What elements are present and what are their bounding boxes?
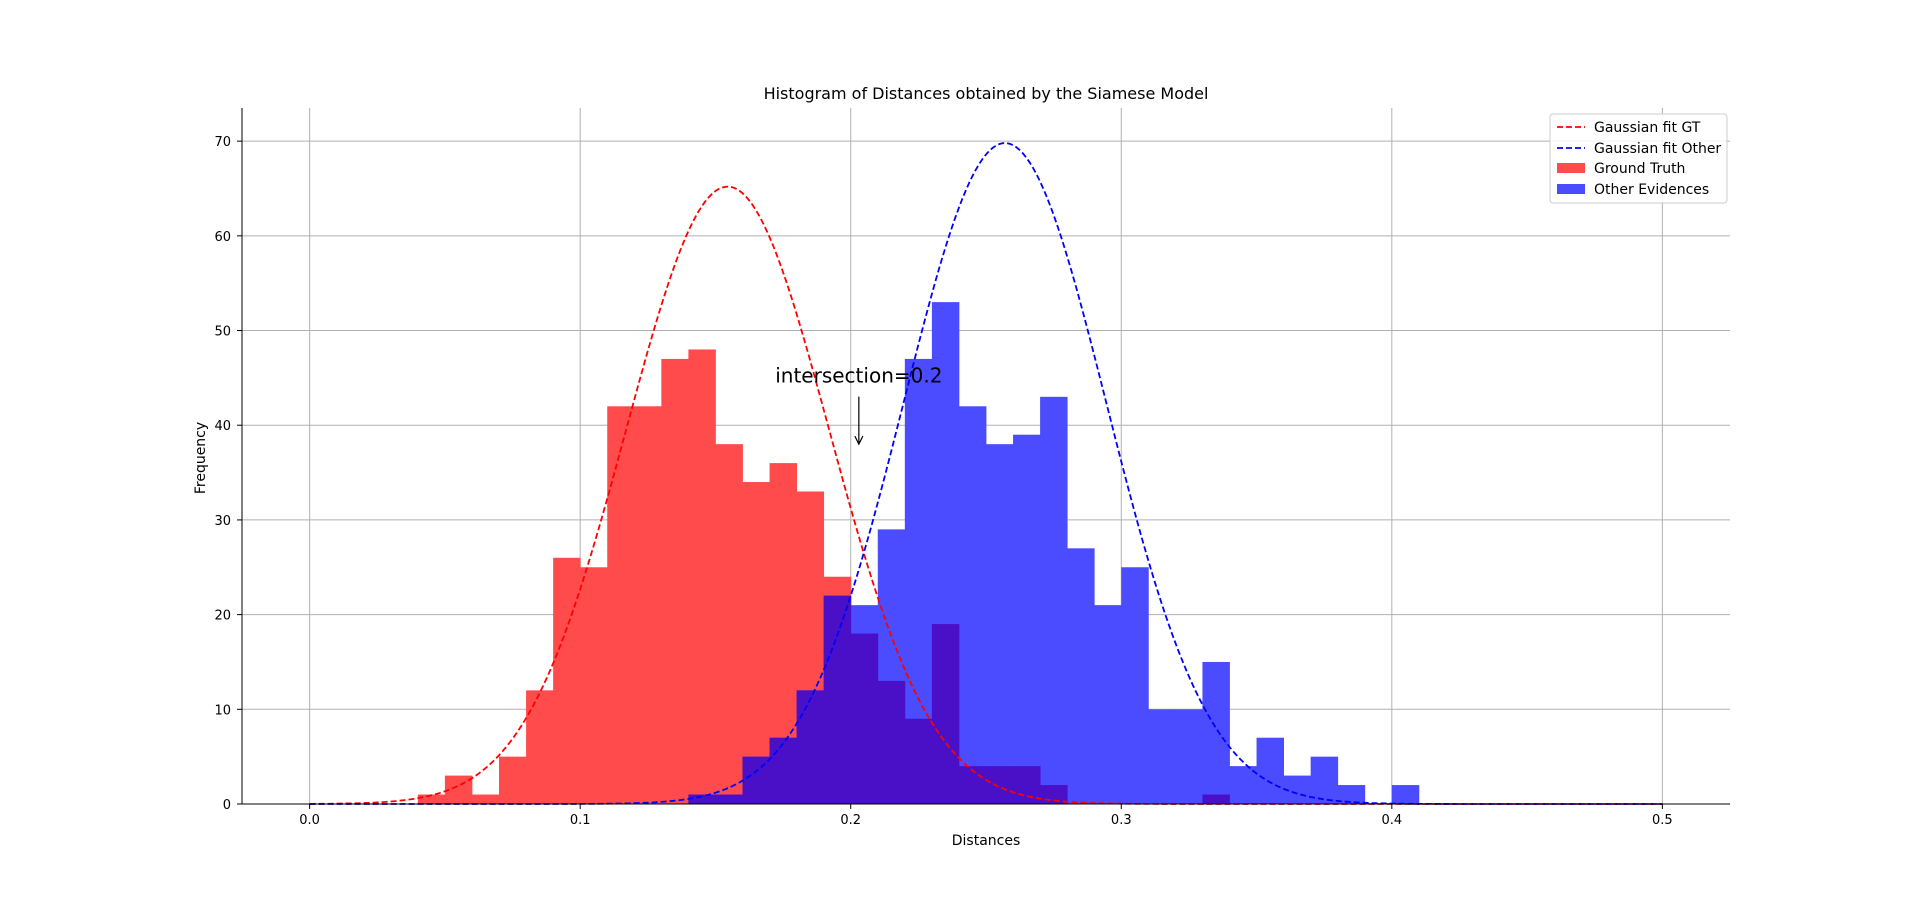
legend-swatch	[1557, 163, 1585, 173]
overlap-bar	[986, 766, 1014, 804]
y-tick-label: 30	[214, 514, 231, 529]
legend: Gaussian fit GT Gaussian fit Other Groun…	[1549, 113, 1728, 204]
ground-truth-bar	[688, 349, 716, 804]
y-tick-label: 0	[223, 798, 231, 813]
overlap-bar	[769, 737, 798, 804]
legend-label: Other Evidences	[1594, 182, 1709, 198]
overlap-bar	[796, 690, 825, 804]
other-evidences-bar	[1202, 661, 1230, 804]
x-tick-label: 0.5	[1652, 813, 1673, 828]
y-tick-label: 20	[214, 609, 231, 624]
other-evidences-bar	[1175, 709, 1203, 804]
other-evidences-bar	[1148, 709, 1176, 804]
other-evidences-bar	[1013, 434, 1041, 804]
overlap-bar	[1202, 794, 1230, 804]
legend-item-gaussian-other: Gaussian fit Other	[1557, 141, 1721, 157]
legend-box	[1549, 113, 1728, 204]
y-axis-label: Frequency	[193, 422, 209, 494]
y-tick-label: 50	[214, 325, 231, 340]
intersection-label: intersection=0.2	[775, 364, 942, 388]
overlap-bar	[688, 794, 716, 804]
grid	[242, 108, 1730, 805]
overlap-bar	[904, 718, 933, 804]
legend-item-ground-truth: Ground Truth	[1557, 161, 1685, 177]
y-tick-label: 40	[214, 419, 231, 434]
axes	[241, 108, 1730, 805]
other-evidences-bar	[1067, 548, 1095, 804]
x-tick-label: 0.1	[570, 813, 591, 828]
overlap-bar	[877, 680, 906, 804]
other-evidences-bar	[1040, 396, 1068, 804]
other-evidences-bar	[1310, 756, 1339, 804]
ground-truth-bar	[553, 557, 581, 804]
ground-truth-bar	[444, 775, 473, 804]
other-evidences-bar	[958, 406, 987, 804]
intersection-arrowhead	[854, 435, 864, 446]
histogram-bars	[417, 302, 1420, 804]
y-tick-label: 60	[214, 230, 231, 245]
ground-truth-bar	[471, 794, 500, 804]
other-evidences-bar	[1229, 766, 1257, 804]
overlap-bar	[742, 756, 770, 804]
x-tick-label: 0.4	[1381, 813, 1402, 828]
tick-labels: 0.0 0.1 0.2 0.3 0.4 0.5 0 10 20 30 40 50 60 70	[214, 135, 1672, 828]
ground-truth-bar	[607, 406, 635, 804]
ground-truth-bar	[526, 690, 554, 804]
x-tick-label: 0.0	[299, 813, 320, 828]
ground-truth-bar	[580, 567, 608, 804]
legend-item-other-evidences: Other Evidences	[1557, 182, 1709, 198]
legend-label: Gaussian fit Other	[1594, 141, 1721, 157]
intersection-annotation: intersection=0.2	[775, 364, 942, 446]
x-tick-label: 0.3	[1111, 813, 1132, 828]
other-evidences-bar	[1256, 737, 1284, 804]
other-evidences-bar	[1121, 567, 1149, 804]
overlap-bar	[958, 766, 987, 804]
overlap-bar	[931, 624, 960, 804]
ground-truth-bar	[715, 444, 743, 804]
ground-truth-bar	[634, 406, 662, 804]
x-axis-label: Distances	[952, 833, 1021, 849]
ground-truth-bar	[499, 756, 527, 804]
overlap-bar	[823, 595, 852, 804]
ground-truth-bar	[417, 794, 446, 804]
other-evidences-bar	[1391, 785, 1420, 804]
y-tick-label: 10	[214, 703, 231, 718]
y-tick-label: 70	[214, 135, 231, 150]
other-evidences-bar	[986, 444, 1014, 804]
x-tick-label: 0.2	[840, 813, 861, 828]
legend-swatch	[1557, 184, 1585, 194]
other-evidences-bar	[1337, 785, 1366, 804]
legend-label: Gaussian fit GT	[1594, 120, 1701, 136]
legend-label: Ground Truth	[1594, 161, 1685, 177]
ground-truth-bar	[742, 482, 770, 804]
ground-truth-bar	[661, 358, 689, 804]
chart-title: Histogram of Distances obtained by the S…	[764, 84, 1209, 103]
other-evidences-bar	[1094, 605, 1122, 804]
overlap-bar	[850, 633, 879, 804]
legend-item-gaussian-gt: Gaussian fit GT	[1557, 120, 1701, 136]
overlap-bar	[715, 794, 743, 804]
